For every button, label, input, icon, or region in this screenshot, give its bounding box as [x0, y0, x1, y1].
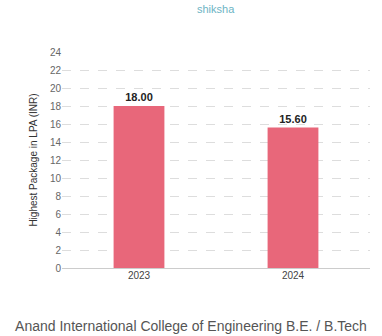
svg-text:2023: 2023: [128, 270, 151, 281]
svg-text:4: 4: [55, 227, 61, 238]
svg-text:18.00: 18.00: [125, 91, 153, 103]
svg-text:Highest Package in LPA (INR): Highest Package in LPA (INR): [28, 93, 39, 226]
svg-text:24: 24: [50, 47, 62, 58]
svg-text:14: 14: [50, 137, 62, 148]
svg-text:8: 8: [55, 191, 61, 202]
svg-text:16: 16: [50, 119, 62, 130]
svg-text:0: 0: [55, 263, 61, 274]
svg-text:shiksha: shiksha: [197, 3, 235, 15]
svg-text:2: 2: [55, 245, 61, 256]
svg-text:18: 18: [50, 101, 62, 112]
svg-text:10: 10: [50, 173, 62, 184]
svg-text:Anand International College of: Anand International College of Engineeri…: [15, 318, 367, 334]
svg-text:6: 6: [55, 209, 61, 220]
svg-text:2024: 2024: [282, 270, 305, 281]
svg-text:15.60: 15.60: [279, 113, 307, 125]
svg-text:12: 12: [50, 155, 62, 166]
svg-text:20: 20: [50, 83, 62, 94]
svg-text:22: 22: [50, 65, 62, 76]
